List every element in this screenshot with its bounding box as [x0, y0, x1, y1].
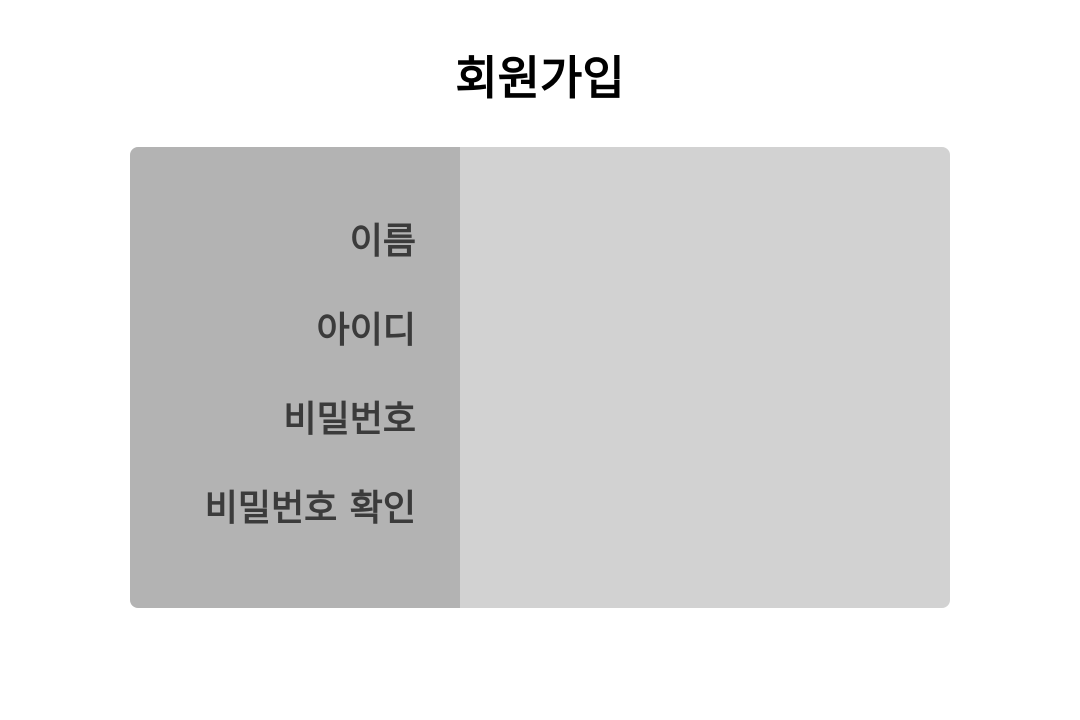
- password-label: 비밀번호: [283, 399, 416, 440]
- username-field[interactable]: [460, 301, 950, 361]
- password-field[interactable]: [460, 390, 950, 450]
- password-confirm-field[interactable]: [460, 479, 950, 539]
- signup-form: 이름 아이디 비밀번호 비밀번호 확인: [130, 147, 950, 608]
- label-column: 이름 아이디 비밀번호 비밀번호 확인: [130, 147, 460, 608]
- input-column: [460, 147, 950, 608]
- username-label: 아이디: [316, 310, 416, 351]
- name-field[interactable]: [460, 212, 950, 272]
- name-label: 이름: [349, 221, 416, 262]
- page-title: 회원가입: [455, 51, 625, 105]
- password-confirm-label: 비밀번호 확인: [204, 488, 416, 529]
